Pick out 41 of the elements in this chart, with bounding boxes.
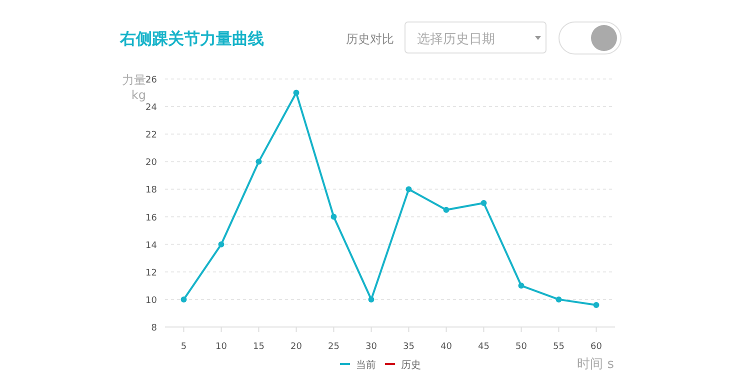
y-tick-label: 18 (146, 186, 158, 196)
y-axis-title: 力量 kg (122, 73, 146, 102)
y-tick-label: 26 (146, 76, 158, 86)
point (330, 214, 337, 220)
point (443, 206, 450, 213)
legend-label: 历史 (401, 359, 421, 371)
y-tick-label: 24 (146, 103, 158, 114)
x-tick-label: 25 (328, 342, 340, 352)
x-tick-label: 10 (216, 342, 228, 352)
x-tick-label: 50 (516, 342, 528, 352)
chart-title: 右侧踝关节力量曲线 (119, 29, 264, 48)
legend-label: 当前 (356, 359, 376, 371)
point (368, 296, 374, 302)
point (593, 302, 600, 308)
y-tick-label: 12 (146, 268, 157, 278)
x-tick-label: 60 (590, 342, 602, 352)
y-tick-label: 8 (151, 324, 158, 334)
x-tick-label: 45 (478, 342, 490, 352)
point (256, 158, 262, 165)
x-tick-label: 40 (440, 342, 452, 352)
point (556, 296, 562, 302)
x-axis-title: 时间 s (577, 357, 614, 372)
text: 历史对比 (346, 32, 394, 46)
point (406, 186, 412, 192)
x-tick-label: 35 (403, 342, 414, 352)
text: 选择历史日期 (417, 32, 495, 47)
y-tick-label: 22 (146, 130, 157, 141)
point (518, 282, 524, 289)
x-tick-label: 20 (290, 342, 302, 352)
x-tick-label: 30 (366, 342, 378, 352)
x-tick-label: 15 (253, 342, 264, 352)
x-tick-label: 55 (553, 342, 564, 352)
point (480, 200, 487, 206)
y-tick-label: 14 (146, 240, 158, 251)
point (180, 296, 187, 302)
y-tick-label: 16 (146, 213, 158, 224)
y-tick-label: 20 (146, 158, 158, 168)
point (218, 241, 224, 248)
point (293, 90, 300, 96)
y-tick-label: 10 (146, 296, 158, 306)
x-tick-label: 5 (180, 342, 187, 352)
